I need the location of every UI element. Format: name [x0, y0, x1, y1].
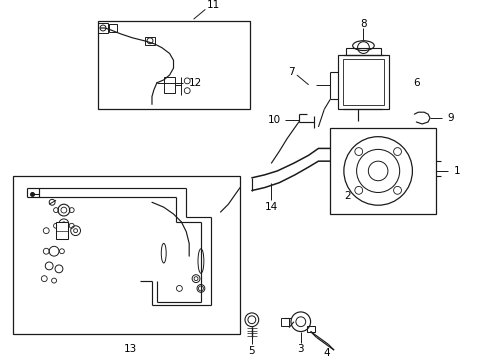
- Bar: [342, 59, 383, 105]
- Text: 2: 2: [344, 192, 350, 201]
- Bar: [345, 48, 380, 55]
- Text: 5: 5: [248, 346, 255, 356]
- Text: 12: 12: [188, 78, 201, 88]
- Bar: [98, 21, 249, 109]
- Text: 10: 10: [267, 115, 280, 125]
- Bar: [56, 222, 68, 239]
- Bar: [13, 176, 240, 334]
- Text: 6: 6: [412, 78, 419, 88]
- Bar: [337, 55, 388, 109]
- Text: 8: 8: [359, 19, 366, 29]
- Bar: [281, 318, 288, 326]
- Bar: [163, 77, 175, 93]
- Text: 11: 11: [206, 0, 219, 10]
- Text: 9: 9: [447, 113, 453, 123]
- Bar: [98, 23, 108, 33]
- Text: 3: 3: [297, 344, 304, 354]
- Bar: [306, 326, 314, 332]
- Text: 13: 13: [123, 344, 137, 354]
- Bar: [329, 128, 435, 214]
- Bar: [145, 37, 155, 45]
- Bar: [109, 24, 117, 32]
- Text: 14: 14: [264, 202, 278, 212]
- Circle shape: [31, 193, 35, 197]
- Text: 1: 1: [453, 166, 460, 176]
- Text: 7: 7: [287, 67, 294, 77]
- Text: 4: 4: [322, 348, 329, 358]
